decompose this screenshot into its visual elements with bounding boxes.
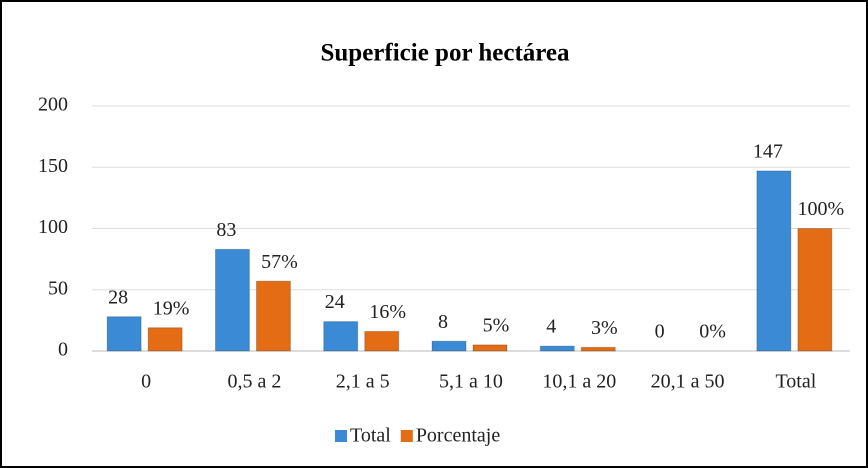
x-tick-label: 2,1 a 5 (336, 371, 390, 393)
bar (323, 321, 359, 352)
x-tick-label: 0 (141, 371, 151, 393)
bar (580, 346, 616, 352)
data-label: 57% (261, 251, 298, 273)
legend-swatch (335, 430, 347, 442)
data-label: 16% (369, 301, 406, 323)
bar (431, 340, 467, 352)
y-tick-label: 50 (48, 277, 68, 299)
x-tick-label: 5,1 a 10 (439, 371, 503, 393)
x-tick-label: 20,1 a 50 (651, 371, 725, 393)
data-label: 100% (798, 198, 845, 220)
bar (106, 316, 142, 352)
bar (214, 248, 250, 352)
y-tick-label: 150 (38, 155, 68, 177)
bar (147, 327, 183, 352)
bar (364, 330, 400, 352)
data-label: 83 (216, 219, 236, 241)
data-label: 0 (655, 321, 665, 343)
data-label: 24 (325, 291, 345, 313)
x-tick-label: Total (775, 371, 816, 393)
bar (756, 170, 792, 352)
data-label: 5% (483, 314, 510, 336)
chart-title: Superficie por hectárea (320, 40, 570, 67)
legend-label: Total (350, 425, 391, 447)
y-tick-label: 0 (58, 339, 68, 361)
data-label: 28 (108, 286, 128, 308)
x-tick-label: 10,1 a 20 (542, 371, 616, 393)
bar (472, 344, 508, 352)
data-label: 4 (546, 316, 556, 338)
legend-label: Porcentaje (416, 425, 501, 447)
legend-swatch (400, 430, 413, 442)
bar (539, 345, 575, 352)
y-tick-label: 200 (38, 94, 68, 116)
bar (255, 280, 291, 352)
data-label: 19% (153, 297, 190, 319)
data-label: 147 (753, 141, 783, 163)
x-tick-label: 0,5 a 2 (227, 371, 281, 393)
data-label: 8 (438, 311, 448, 333)
bar (797, 228, 833, 352)
data-label: 3% (591, 317, 618, 339)
data-label: 0% (699, 321, 726, 343)
y-tick-label: 100 (38, 216, 68, 238)
